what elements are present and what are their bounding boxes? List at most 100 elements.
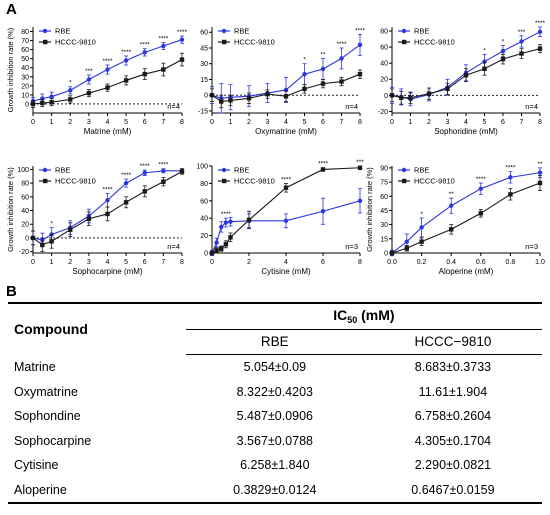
data-point [449, 227, 454, 232]
compound-name: Aloperine [8, 477, 186, 504]
series-line [391, 48, 541, 99]
data-point [357, 165, 363, 170]
x-tick-label: 0.4 [446, 259, 456, 266]
data-point [339, 56, 344, 61]
y-tick-label: 80 [200, 181, 208, 188]
data-point [105, 198, 110, 203]
y-tick-label: 100 [196, 164, 208, 171]
table-row: Sophocarpine 3.567±0.0788 4.305±0.1704 [8, 429, 542, 454]
x-tick-label: 2 [427, 119, 431, 126]
y-tick-label: 15 [380, 236, 388, 243]
legend-label: RBE [414, 27, 429, 36]
x-tick-label: 1 [50, 119, 54, 126]
significance-mark: ** [537, 161, 543, 168]
data-point [49, 94, 54, 99]
y-tick-label: -20 [378, 109, 388, 116]
data-point [519, 51, 524, 56]
y-tick-label: 60 [200, 30, 208, 37]
legend-marker [401, 167, 407, 173]
x-tick-label: 8 [180, 119, 184, 126]
x-tick-label: 0.0 [387, 259, 397, 266]
data-point [246, 217, 252, 223]
data-point [419, 239, 424, 244]
x-tick-label: 8 [358, 259, 362, 266]
y-tick-label: 40 [200, 216, 208, 223]
rbe-ic50: 3.567±0.0788 [236, 433, 313, 448]
data-point [482, 66, 487, 71]
significance-mark: **** [281, 176, 292, 183]
y-tick-label: 45 [200, 45, 208, 52]
y-tick-label: 20 [380, 77, 388, 84]
data-point [30, 235, 36, 241]
x-tick-label: 4 [106, 259, 110, 266]
data-point [40, 242, 45, 247]
header-rbe: RBE [185, 329, 364, 355]
significance-mark: **** [158, 162, 169, 169]
y-tick-label: 15 [200, 77, 208, 84]
x-tick-label: 0 [31, 119, 35, 126]
n-annotation: n=4 [167, 242, 180, 251]
series-line [391, 182, 541, 254]
data-point [142, 189, 147, 194]
legend-label: RBE [234, 27, 249, 36]
data-point [519, 39, 524, 44]
data-point [537, 29, 543, 35]
y-tick-label: 70 [21, 38, 29, 45]
significance-mark: * [69, 80, 72, 87]
header-hccc: HCCC−9810 [363, 329, 542, 355]
data-point [478, 186, 483, 191]
significance-mark: **** [102, 58, 113, 65]
significance-mark: **** [355, 27, 366, 34]
x-tick-label: 7 [161, 119, 165, 126]
x-axis-label: Aloperine (mM) [439, 267, 494, 276]
data-point [214, 248, 219, 253]
data-point [30, 101, 36, 107]
data-point [219, 224, 224, 230]
x-tick-label: 5 [124, 259, 128, 266]
data-point [105, 211, 110, 217]
y-tick-label: 30 [380, 222, 388, 229]
data-point [283, 185, 289, 190]
data-point [408, 95, 413, 100]
legend-marker [402, 178, 407, 184]
y-tick-label: 0 [25, 235, 29, 242]
x-tick-label: 1.0 [535, 259, 545, 266]
data-point [426, 91, 432, 96]
x-tick-label: 5 [483, 119, 487, 126]
legend-marker [401, 28, 407, 34]
y-tick-label: 75 [380, 180, 388, 187]
y-tick-label: 60 [21, 194, 29, 201]
significance-mark: **** [177, 29, 188, 36]
data-point [219, 99, 224, 104]
data-point [478, 211, 483, 216]
data-point [86, 77, 92, 82]
legend-marker [43, 178, 48, 184]
x-tick-label: 2 [247, 259, 251, 266]
data-point [500, 48, 506, 54]
data-point [40, 100, 45, 106]
hccc-ic50: 11.61±1.904 [418, 384, 488, 399]
data-point [161, 67, 166, 72]
series-line [32, 39, 183, 102]
legend-label: RBE [234, 166, 249, 175]
hccc-ic50: 4.305±0.1704 [414, 433, 492, 448]
hccc-ic50: 6.758±0.2604 [414, 409, 492, 424]
legend-label: RBE [414, 166, 429, 175]
x-tick-label: 6 [321, 259, 325, 266]
data-point [105, 85, 110, 90]
legend-label: HCCC-9810 [414, 38, 455, 47]
table-row: Sophondine 5.487±0.0906 6.758±0.2604 [8, 404, 542, 429]
data-point [449, 203, 454, 208]
x-tick-label: 4 [464, 119, 468, 126]
ic50-table: Compound IC50 (mM) RBE HCCC−9810 Matrine… [8, 302, 542, 504]
compound-name: Matrine [14, 360, 56, 374]
y-tick-label: 30 [21, 74, 29, 81]
data-point [179, 169, 185, 174]
data-point [320, 167, 326, 172]
x-axis-label: Matrine (mM) [84, 127, 132, 136]
data-point [105, 67, 110, 72]
x-tick-label: 1 [50, 259, 54, 266]
y-tick-label: 40 [21, 65, 29, 72]
data-point [214, 240, 219, 245]
significance-mark: * [420, 211, 423, 218]
